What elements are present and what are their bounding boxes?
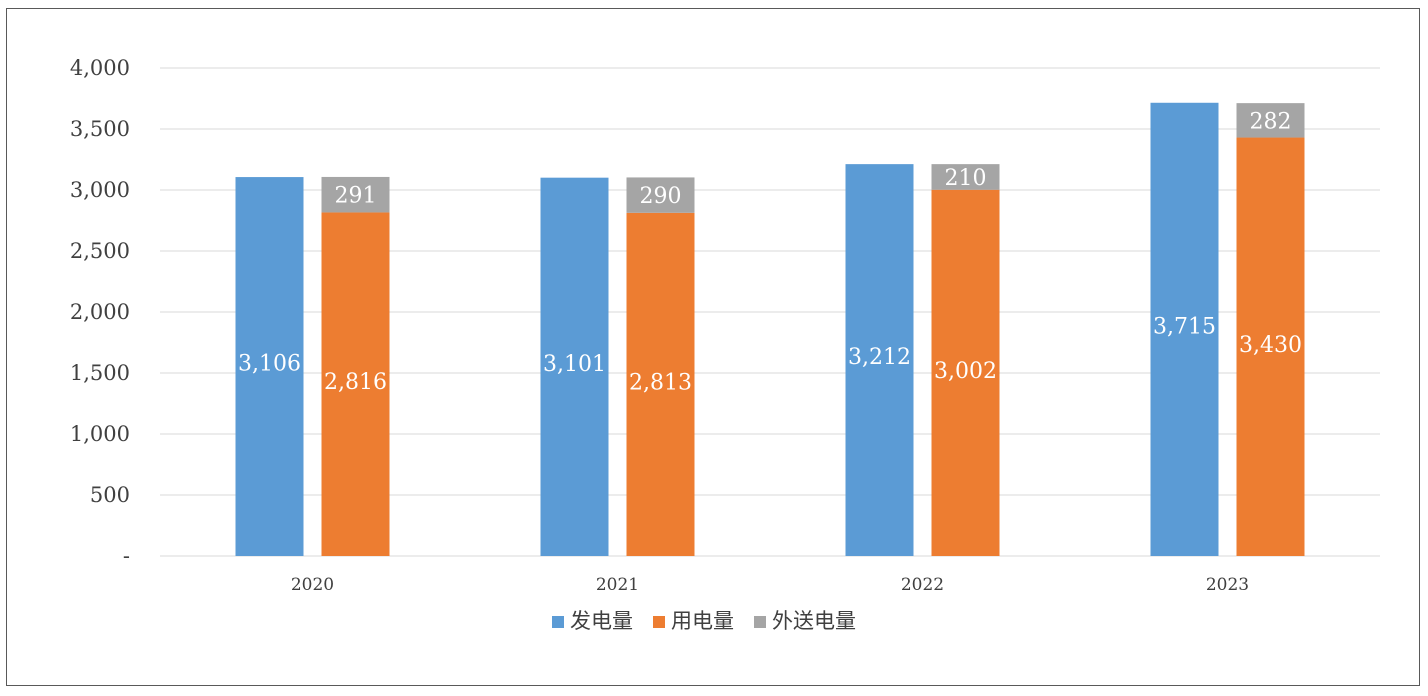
bar-export xyxy=(321,176,390,213)
legend-swatch xyxy=(653,616,665,628)
data-label-export: 210 xyxy=(945,166,987,191)
legend-swatch xyxy=(552,616,564,628)
legend-label: 发电量 xyxy=(570,609,633,633)
y-tick-label: 4,000 xyxy=(70,56,130,80)
x-tick-label: 2020 xyxy=(291,575,334,595)
y-tick-label: 1,000 xyxy=(70,422,130,446)
bar-generation xyxy=(845,164,914,557)
data-label-generation: 3,212 xyxy=(848,345,911,370)
data-label-generation: 3,106 xyxy=(238,352,301,377)
data-label-export: 282 xyxy=(1250,109,1292,134)
x-tick-label: 2021 xyxy=(596,575,639,595)
bar-consumption xyxy=(626,212,695,556)
bar-generation xyxy=(1150,102,1219,557)
x-tick-label: 2022 xyxy=(901,575,944,595)
bar-export xyxy=(931,164,1000,190)
bar-consumption xyxy=(321,212,390,556)
data-label-export: 291 xyxy=(335,184,377,209)
bar-export xyxy=(626,177,695,213)
data-label-consumption: 2,816 xyxy=(324,370,387,395)
bar-consumption xyxy=(931,189,1000,557)
data-label-consumption: 2,813 xyxy=(629,370,692,395)
bar-consumption xyxy=(1236,137,1305,557)
y-tick-label: 1,500 xyxy=(70,361,130,385)
bar-export xyxy=(1236,103,1305,138)
data-label-consumption: 3,430 xyxy=(1239,333,1302,358)
data-label-generation: 3,715 xyxy=(1153,314,1216,339)
data-label-generation: 3,101 xyxy=(543,352,606,377)
y-tick-label: 3,000 xyxy=(70,178,130,202)
legend-swatch xyxy=(754,616,766,628)
bar-generation xyxy=(235,177,304,556)
y-tick-label: 2,000 xyxy=(70,300,130,324)
data-label-export: 290 xyxy=(640,184,682,209)
x-tick-label: 2023 xyxy=(1206,575,1249,595)
y-tick-label: - xyxy=(123,544,130,568)
legend-label: 外送电量 xyxy=(772,609,856,633)
y-tick-label: 3,500 xyxy=(70,117,130,141)
y-tick-label: 2,500 xyxy=(70,239,130,263)
bar-generation xyxy=(540,177,609,557)
y-tick-label: 500 xyxy=(90,483,130,507)
legend-label: 用电量 xyxy=(671,609,734,633)
data-label-consumption: 3,002 xyxy=(934,359,997,384)
